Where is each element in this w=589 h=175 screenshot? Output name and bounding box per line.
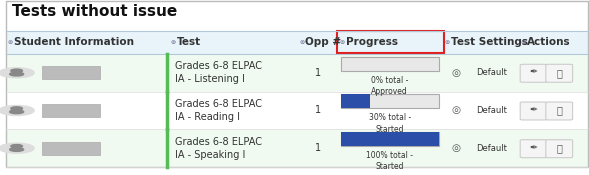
Text: 30% total -
Started: 30% total - Started [369,113,411,134]
Text: ✒: ✒ [530,68,538,78]
Text: Opp #: Opp # [305,37,342,47]
Text: ✒: ✒ [530,143,538,153]
Text: ⏸: ⏸ [556,106,562,116]
Text: ◎: ◎ [451,106,460,116]
FancyBboxPatch shape [42,104,101,117]
Text: 100% total -
Started: 100% total - Started [366,151,413,171]
Text: ⏸: ⏸ [556,68,562,78]
FancyBboxPatch shape [520,140,547,158]
Circle shape [11,145,22,148]
Text: 1: 1 [315,68,320,78]
FancyBboxPatch shape [6,54,588,92]
Text: ◎: ◎ [451,143,460,153]
Text: ⊚: ⊚ [171,40,176,45]
Text: Grades 6-8 ELPAC
IA - Reading I: Grades 6-8 ELPAC IA - Reading I [175,99,262,122]
Text: Actions: Actions [527,37,570,47]
Circle shape [0,143,34,153]
Circle shape [11,69,22,72]
FancyBboxPatch shape [520,102,547,120]
Text: Grades 6-8 ELPAC
IA - Speaking I: Grades 6-8 ELPAC IA - Speaking I [175,137,262,160]
FancyBboxPatch shape [337,32,444,53]
Text: ◎: ◎ [451,68,460,78]
FancyBboxPatch shape [341,132,439,146]
FancyBboxPatch shape [341,94,439,108]
Text: Grades 6-8 ELPAC
IA - Listening I: Grades 6-8 ELPAC IA - Listening I [175,61,262,84]
Text: ✒: ✒ [530,106,538,116]
Circle shape [11,107,22,110]
Text: 1: 1 [315,143,320,153]
Ellipse shape [9,148,24,151]
FancyBboxPatch shape [341,94,370,108]
FancyBboxPatch shape [341,132,439,146]
Ellipse shape [9,110,24,114]
Text: 1: 1 [315,106,320,116]
Text: Progress: Progress [346,37,398,47]
Text: Test Settings: Test Settings [451,37,528,47]
Text: ⊚: ⊚ [340,40,345,45]
Text: ⏸: ⏸ [556,143,562,153]
FancyBboxPatch shape [520,64,547,82]
Text: ⊚: ⊚ [520,40,525,45]
FancyBboxPatch shape [6,31,588,54]
Text: Test: Test [177,37,201,47]
Text: 0% total -
Approved: 0% total - Approved [371,76,409,96]
Circle shape [0,106,34,116]
FancyBboxPatch shape [42,66,101,79]
Text: ⊚: ⊚ [8,40,13,45]
Text: Default: Default [477,106,507,115]
Text: ⊚: ⊚ [299,40,305,45]
FancyBboxPatch shape [341,57,439,71]
FancyBboxPatch shape [546,64,573,82]
Ellipse shape [9,72,24,76]
Text: Student Information: Student Information [14,37,134,47]
Text: ⊚: ⊚ [445,40,450,45]
Circle shape [0,68,34,78]
Text: Default: Default [477,144,507,153]
Text: Tests without issue: Tests without issue [12,4,177,19]
FancyBboxPatch shape [6,92,588,129]
FancyBboxPatch shape [6,129,588,167]
FancyBboxPatch shape [42,142,101,155]
FancyBboxPatch shape [546,140,573,158]
FancyBboxPatch shape [546,102,573,120]
Text: Default: Default [477,68,507,77]
